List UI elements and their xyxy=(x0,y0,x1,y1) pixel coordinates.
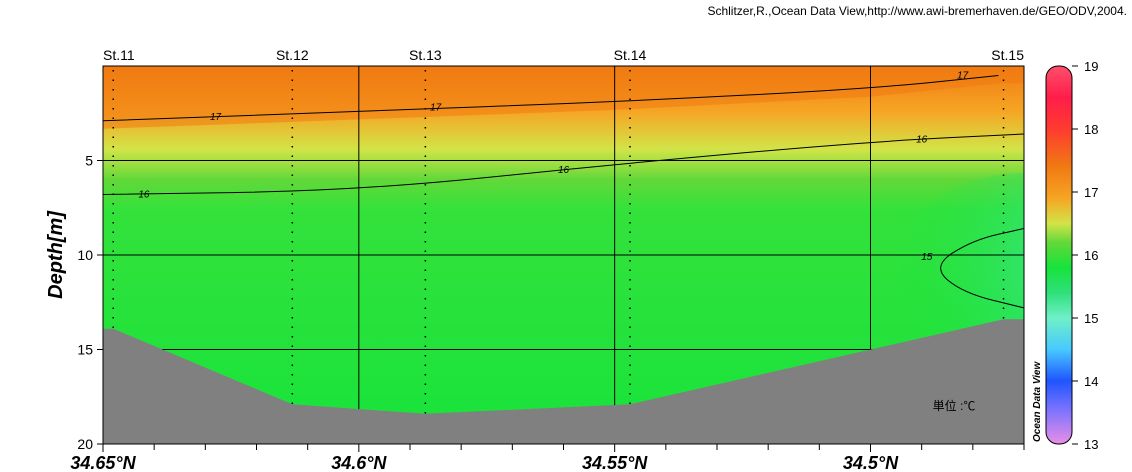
x-tick-label: 34.6°N xyxy=(331,453,387,472)
y-axis-ticks: 5 10 15 20 xyxy=(77,153,103,452)
station-label: St.13 xyxy=(409,47,442,63)
y-tick-label: 15 xyxy=(77,342,93,358)
contour-17 xyxy=(103,75,999,122)
colorbar-tick-label: 19 xyxy=(1084,59,1098,74)
colorbar-tick-label: 14 xyxy=(1084,374,1098,389)
colorbar-tick-label: 16 xyxy=(1084,248,1098,263)
unit-label: 単位 :℃ xyxy=(933,398,976,413)
colorbar-tick-label: 17 xyxy=(1084,185,1098,200)
contour-label: 16 xyxy=(916,135,928,146)
station-labels: St.11 St.12 St.13 St.14 St.15 xyxy=(103,47,1024,63)
colorbar xyxy=(1045,65,1073,445)
x-tick-label: 34.5°N xyxy=(843,453,899,472)
contour-label: 17 xyxy=(957,70,969,81)
x-tick-label: 34.65°N xyxy=(70,453,136,472)
contour-16 xyxy=(103,133,1024,195)
station-sample-dots xyxy=(112,70,1005,414)
y-tick-label: 5 xyxy=(85,153,93,169)
colorbar-tick-label: 15 xyxy=(1084,311,1098,326)
x-axis-ticks: 34.65°N 34.6°N 34.55°N 34.5°N xyxy=(70,444,1025,472)
field-warm-layer xyxy=(103,66,1024,129)
field-cool-core xyxy=(894,173,1024,363)
contour-label: 16 xyxy=(138,190,150,201)
contour-lines: 17 17 17 16 16 16 15 xyxy=(103,70,1024,309)
colorbar-ticks: 13 14 15 16 17 18 19 xyxy=(1072,59,1098,452)
odv-logo: Ocean Data View xyxy=(1032,361,1043,442)
y-axis-label: Depth[m] xyxy=(45,210,67,299)
y-tick-label: 20 xyxy=(77,436,93,452)
station-label: St.12 xyxy=(276,47,309,63)
credit-text: Schlitzer,R.,Ocean Data View,http://www.… xyxy=(707,4,1127,18)
seabed-mask xyxy=(103,319,1024,444)
station-label: St.14 xyxy=(614,47,647,63)
y-tick-label: 10 xyxy=(77,247,93,263)
station-label: St.15 xyxy=(991,47,1024,63)
contour-label: 16 xyxy=(558,165,570,176)
x-tick-label: 34.55°N xyxy=(582,453,648,472)
colorbar-tick-label: 18 xyxy=(1084,122,1098,137)
contour-label: 17 xyxy=(210,112,222,123)
contour-label: 17 xyxy=(430,103,442,114)
contour-label: 15 xyxy=(921,252,933,263)
station-label: St.11 xyxy=(103,47,135,63)
colorbar-tick-label: 13 xyxy=(1084,437,1098,452)
contour-15 xyxy=(940,228,1024,309)
